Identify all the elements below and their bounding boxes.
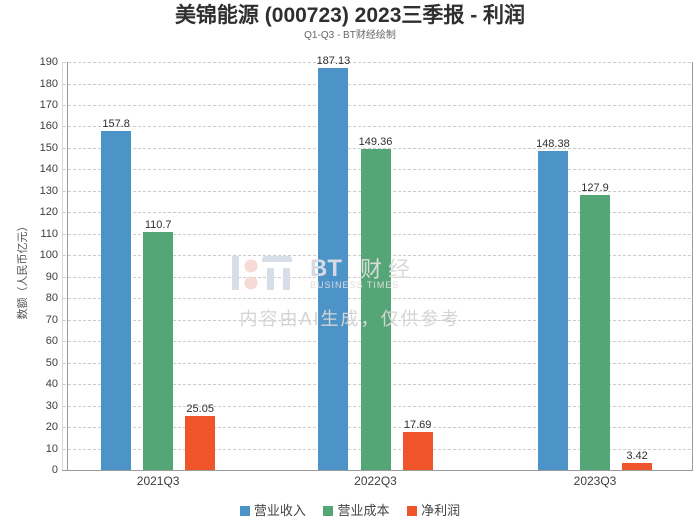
svg-text:BUSINESS TIMES: BUSINESS TIMES [310,280,399,290]
svg-text:BT: BT [310,255,342,282]
svg-text:财 经: 财 经 [360,257,410,282]
